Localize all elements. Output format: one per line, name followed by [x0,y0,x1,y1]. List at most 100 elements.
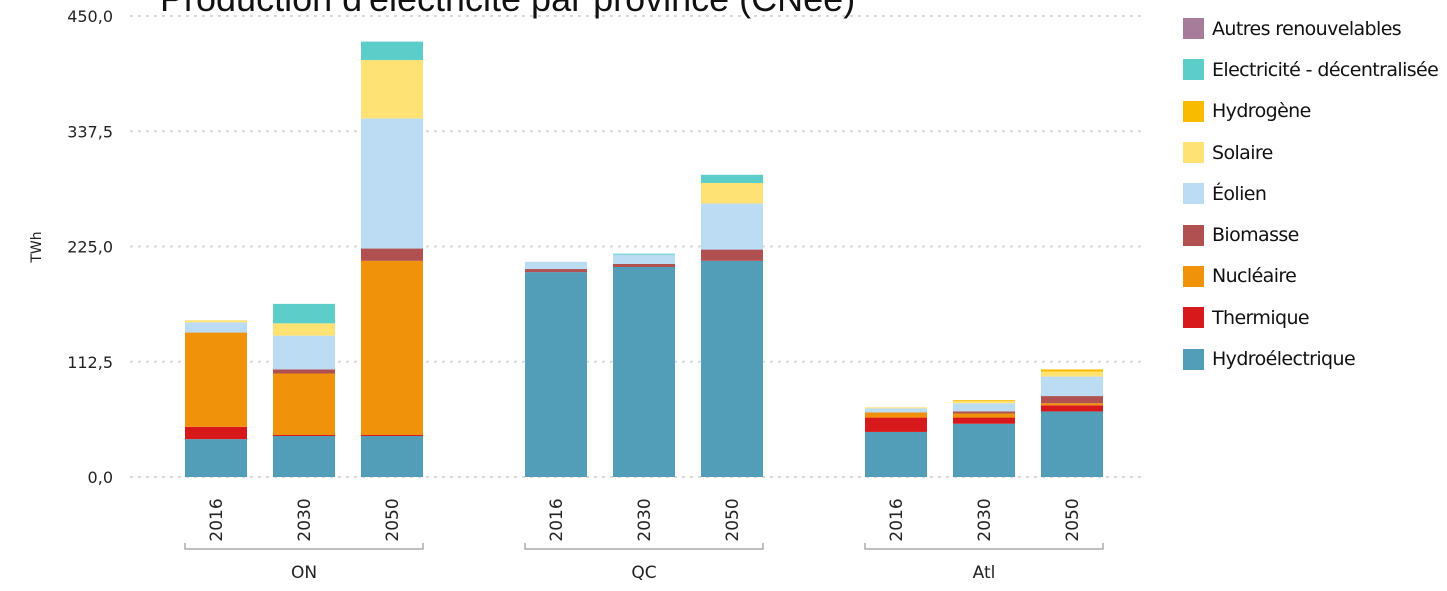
bar-segment [185,426,247,440]
bar-segment [613,263,675,267]
group-bracket [864,543,1104,550]
legend-swatch [1183,59,1204,81]
group-bracket [184,543,424,550]
bar-segment [273,323,335,336]
bar-segment [361,248,423,261]
bar-segment [273,434,335,437]
legend-item: Electricité - décentralisée [1183,49,1439,90]
legend-swatch [1183,142,1204,164]
legend-label: Hydroélectrique [1212,348,1356,371]
legend-item: Nucléaire [1183,256,1438,297]
bar-segment [1041,405,1103,412]
bar-segment [361,260,423,435]
bar-segment [185,332,247,427]
group-label: QC [631,563,656,583]
legend-item: Solaire [1183,132,1438,173]
bar-segment [273,373,335,435]
bar-segment [953,423,1015,477]
bar-segment [525,272,587,477]
bar-segment [701,249,763,261]
bar-segment [865,407,927,409]
legend-swatch [1183,307,1204,329]
bar-segment [273,436,335,477]
chart-title: Production d'électricité par province (C… [160,0,855,20]
bar-segment [525,269,587,273]
bar-segment [865,408,927,413]
bar-segment [185,439,247,477]
bar-segment [185,320,247,323]
bar-segment [361,434,423,437]
x-tick-label: 2050 [383,498,403,541]
legend-swatch [1183,183,1204,205]
y-tick-label: 0,0 [88,468,113,487]
bar-segment [865,412,927,418]
bar-segment [701,174,763,183]
bar-segment [701,203,763,250]
x-tick-label: 2050 [1063,498,1083,541]
bar-segment [273,369,335,374]
x-tick-label: 2016 [547,498,567,541]
bar-segment [361,41,423,61]
bar-segment [525,261,587,270]
bar-segment [273,335,335,370]
x-tick-label: 2016 [887,498,907,541]
legend-item: Éolien [1183,173,1438,214]
x-tick-label: 2030 [975,498,995,541]
y-tick-label: 112,5 [67,353,113,372]
bar-segment [865,417,927,432]
bar-segment [1041,411,1103,477]
bar-segment [953,413,1015,418]
legend-label: Nucléaire [1212,265,1297,288]
legend-label: Biomasse [1212,224,1299,247]
legend-label: Solaire [1212,141,1273,164]
bar-segment [953,403,1015,412]
y-tick-label: 450,0 [67,7,113,26]
legend: Autres renouvelables Electricité - décent… [1183,8,1439,380]
bar-segment [1041,396,1103,404]
x-tick-label: 2030 [635,498,655,541]
legend-swatch [1183,348,1204,370]
legend-swatch [1183,18,1204,40]
bar-segment [613,266,675,477]
legend-item: Hydroélectrique [1183,338,1438,379]
legend-swatch [1183,224,1204,246]
legend-item: Autres renouvelables [1183,8,1438,49]
bar-segment [1041,369,1103,372]
x-tick-label: 2050 [723,498,743,541]
bar-segment [953,417,1015,424]
bar-segment [361,60,423,119]
bar-segment [865,431,927,477]
bar-segment [361,436,423,477]
bar-segment [1041,376,1103,397]
bar-segment [953,411,1015,414]
bar-segment [613,254,675,264]
bar-segment [185,322,247,333]
bar-segment [273,303,335,324]
legend-label: Éolien [1212,182,1267,205]
legend-item: Biomasse [1183,214,1438,255]
bar-segment [613,253,675,255]
bar-segment [953,400,1015,402]
y-tick-label: 225,0 [67,238,113,257]
bar-segment [953,401,1015,404]
group-bracket [524,543,764,550]
legend-label: Thermique [1212,306,1310,329]
legend-item: Thermique [1183,297,1438,338]
legend-swatch [1183,100,1204,122]
bar-segment [701,260,763,477]
y-tick-label: 337,5 [67,122,113,141]
group-label: Atl [973,563,996,583]
y-axis-label: TWh [29,231,45,263]
bar-segment [1041,371,1103,377]
x-tick-label: 2030 [295,498,315,541]
x-tick-label: 2016 [207,498,227,541]
legend-swatch [1183,265,1204,287]
bar-segment [701,182,763,204]
legend-label: Hydrogène [1212,100,1311,123]
bar-segment [1041,403,1103,406]
legend-label: Autres renouvelables [1212,17,1402,40]
legend-item: Hydrogène [1183,91,1438,132]
legend-label: Electricité - décentralisée [1212,58,1439,81]
